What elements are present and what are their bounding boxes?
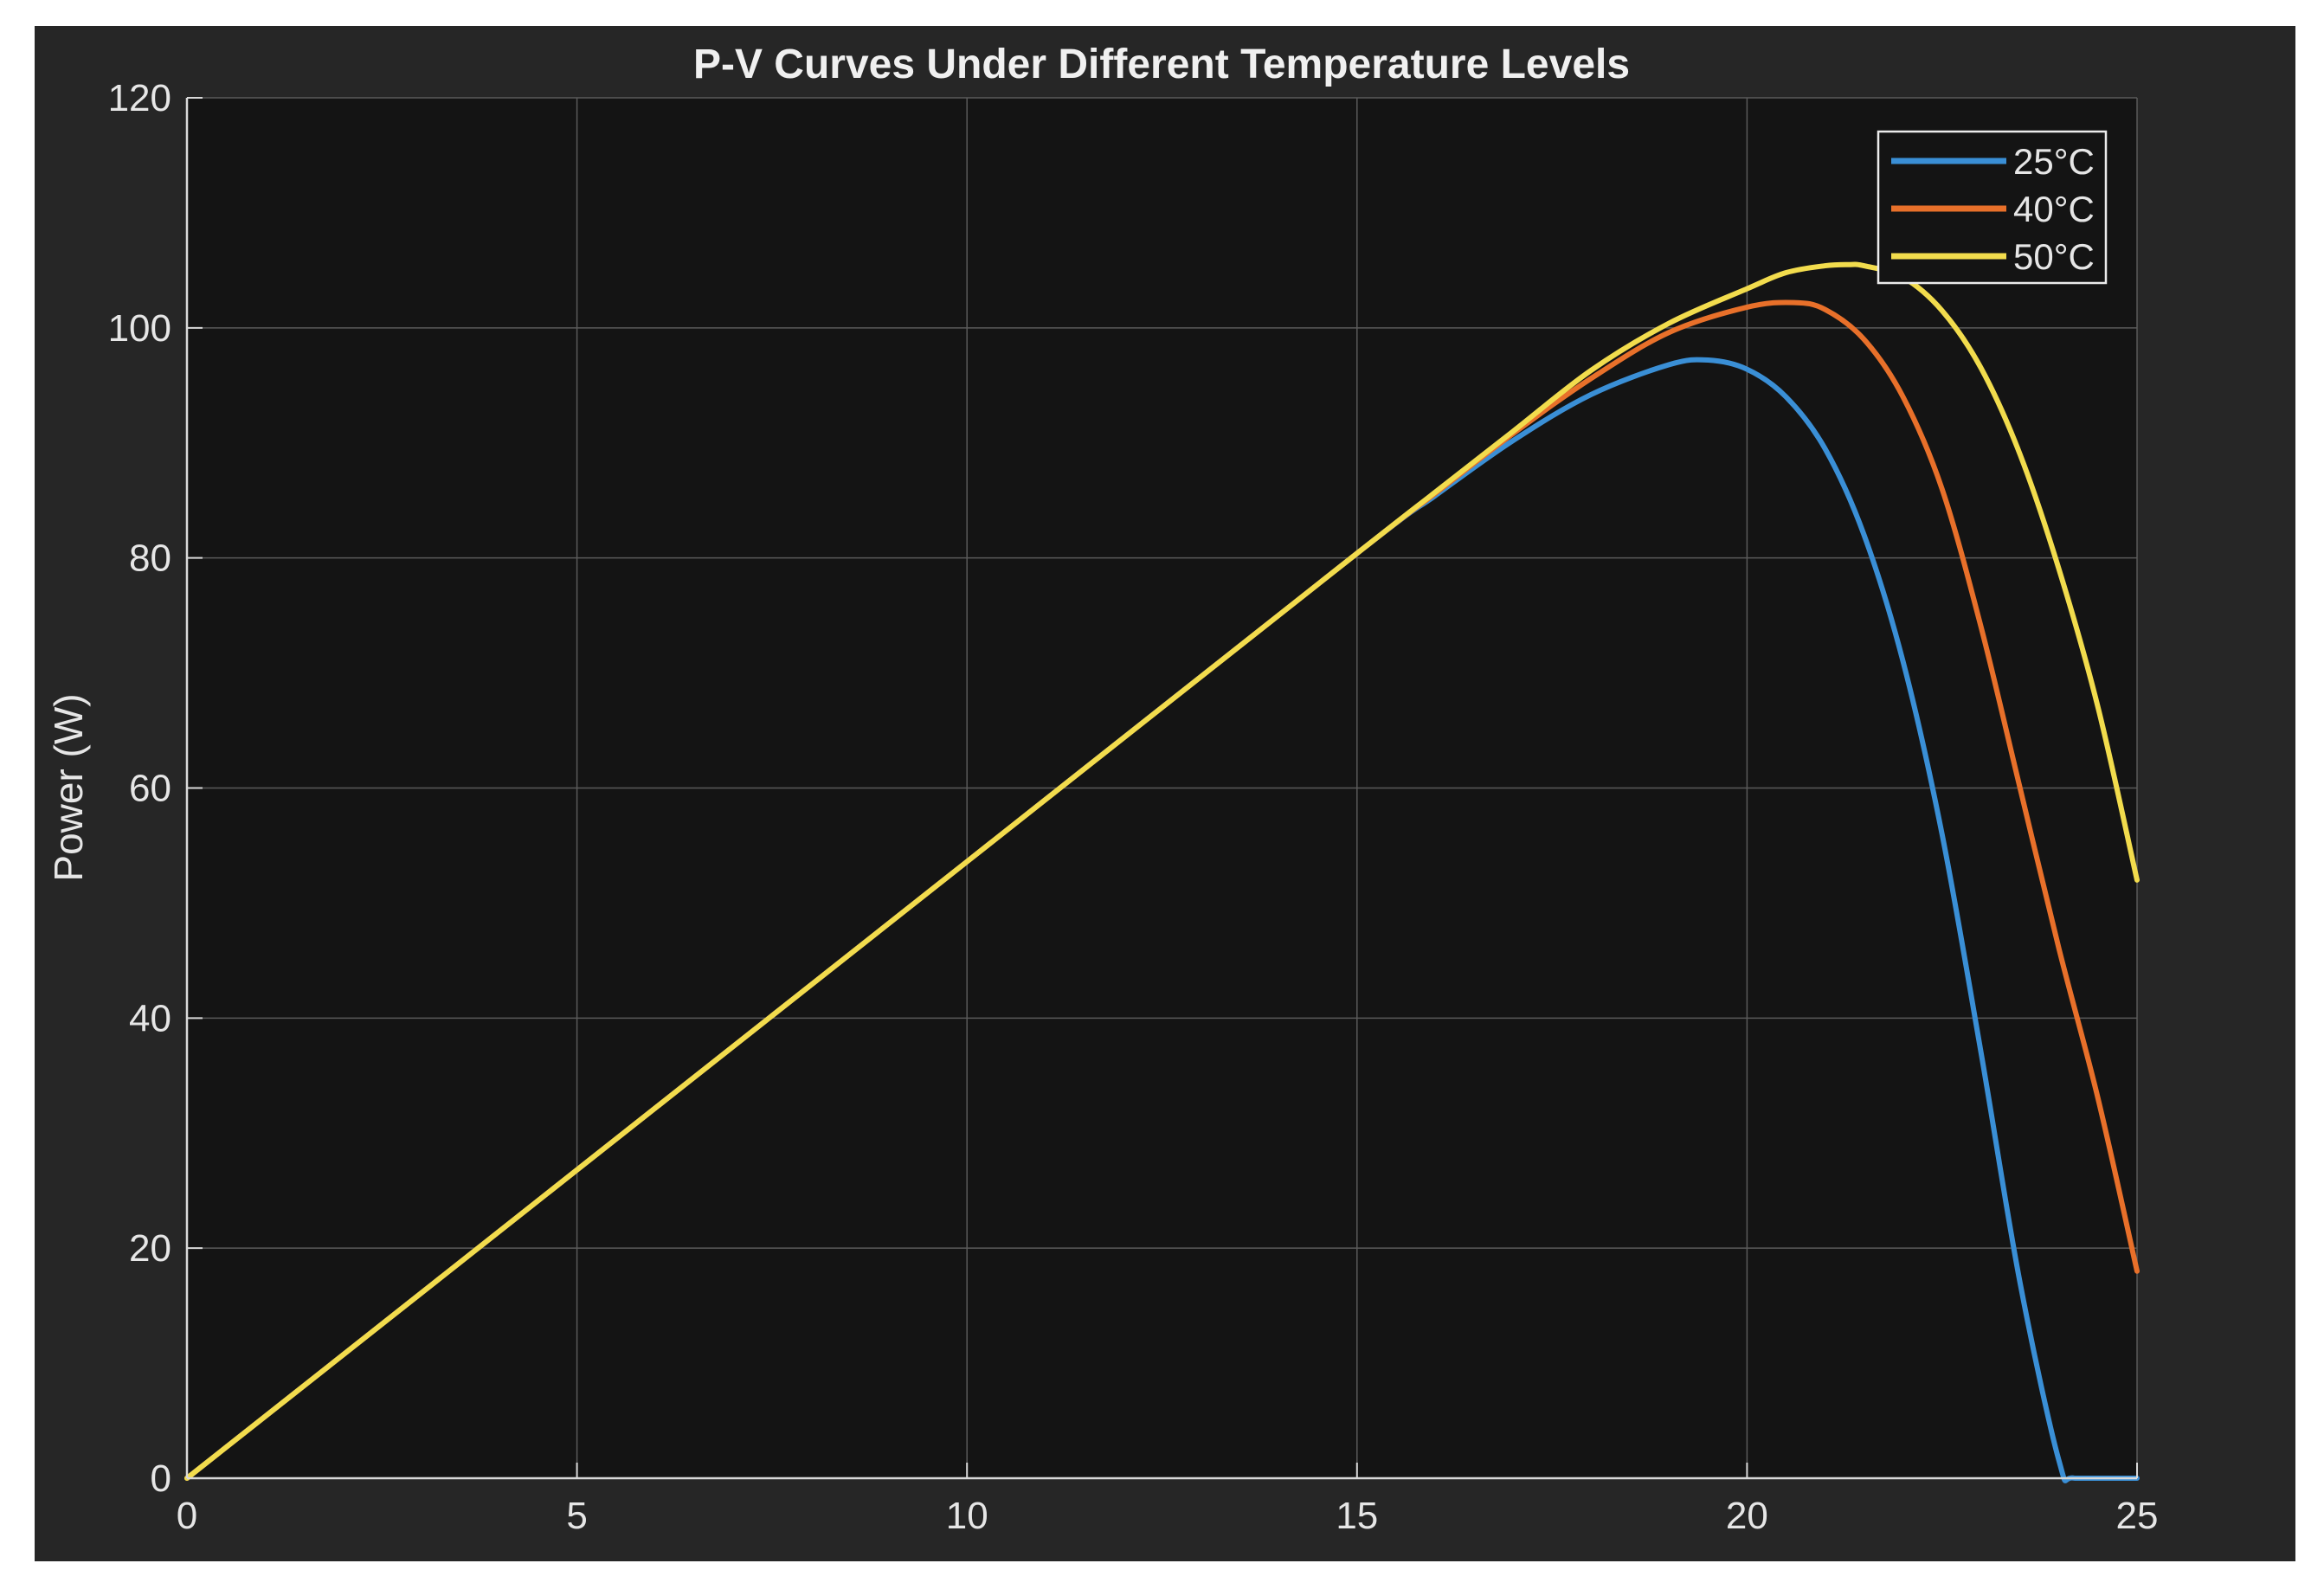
- y-tick-label-3: 60: [129, 768, 171, 810]
- legend-items: 25°C 40°C 50°C: [1891, 141, 2095, 277]
- y-tick-label-4: 80: [129, 537, 171, 580]
- x-tick-label-3: 15: [1336, 1495, 1378, 1537]
- series-line-3: [184, 261, 2140, 1481]
- legend-label-1: 25°C: [2013, 141, 2095, 182]
- legend-label-2: 40°C: [2013, 189, 2095, 229]
- tick-labels: 0 5 10 15 20 25 0 20 40 60 80 100 120: [108, 77, 2159, 1537]
- y-tick-label-0: 0: [151, 1457, 171, 1500]
- axes: [185, 97, 2138, 1480]
- y-axis-label: Power (W): [46, 693, 91, 881]
- y-tick-label-2: 40: [129, 997, 171, 1039]
- legend-label-3: 50°C: [2013, 236, 2095, 277]
- chart-title: P-V Curves Under Different Temperature L…: [693, 42, 1630, 87]
- x-tick-label-4: 20: [1726, 1495, 1768, 1537]
- x-tick-label-5: 25: [2116, 1495, 2159, 1537]
- y-tick-label-1: 20: [129, 1227, 171, 1270]
- legend: 25°C 40°C 50°C: [1877, 130, 2108, 285]
- series-lines: [184, 261, 2140, 1483]
- x-tick-label-1: 5: [566, 1495, 587, 1537]
- y-tick-label-5: 100: [108, 307, 171, 350]
- x-tick-label-2: 10: [946, 1495, 988, 1537]
- x-tick-label-0: 0: [177, 1495, 197, 1537]
- y-tick-label-6: 120: [108, 77, 171, 119]
